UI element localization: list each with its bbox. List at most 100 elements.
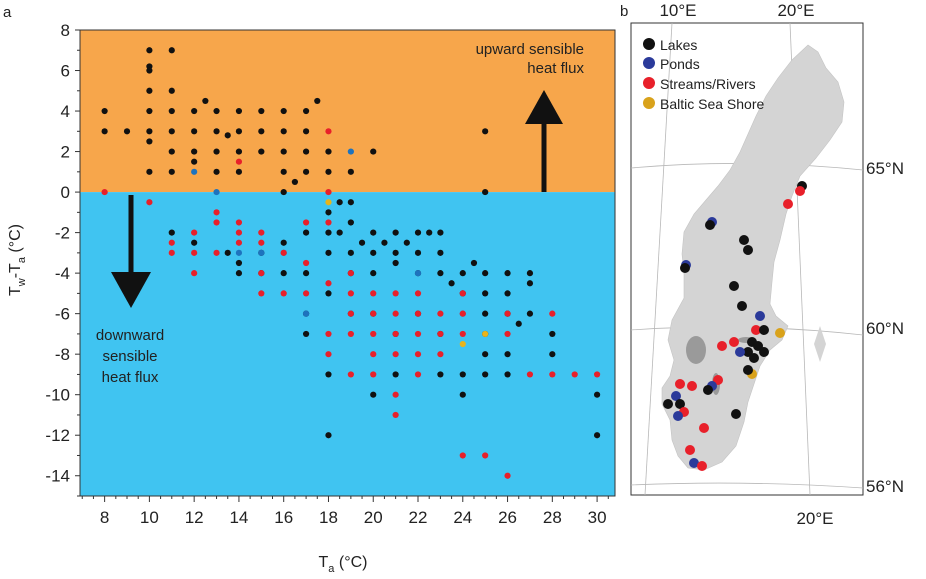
point-lakes: [280, 107, 287, 115]
point-streams-rivers: [213, 219, 220, 226]
x-tick-label: 8: [100, 508, 109, 527]
point-lakes: [213, 128, 220, 135]
point-streams-rivers: [370, 351, 377, 358]
point-lakes: [392, 371, 399, 378]
legend-lakes-label: Lakes: [660, 37, 697, 53]
point-lakes: [213, 107, 220, 115]
point-lakes: [347, 199, 354, 206]
point-lakes: [168, 148, 175, 155]
point-streams-rivers: [347, 371, 354, 378]
site-stream: [697, 461, 707, 471]
site-lake: [759, 325, 769, 335]
point-lakes: [146, 107, 153, 115]
point-lakes: [258, 107, 265, 115]
site-stream: [675, 379, 685, 389]
point-streams-rivers: [191, 229, 198, 236]
point-streams-rivers: [302, 219, 310, 226]
point-lakes: [392, 259, 399, 267]
point-lakes: [168, 128, 175, 135]
point-streams-rivers: [235, 229, 243, 236]
site-lake: [663, 399, 673, 409]
point-lakes: [191, 158, 198, 165]
y-tick-label: -14: [45, 467, 70, 486]
map-legend: Lakes Ponds Streams/Rivers Baltic Sea Sh…: [643, 37, 764, 112]
point-ponds: [191, 168, 198, 175]
point-lakes: [526, 280, 534, 287]
point-lakes: [258, 128, 265, 135]
point-lakes: [280, 168, 287, 175]
point-streams-rivers: [347, 290, 354, 297]
x-tick-label: 30: [588, 508, 607, 527]
x-label-unit: (°C): [334, 554, 367, 571]
point-lakes: [515, 320, 522, 327]
upward-arrow-icon: [525, 90, 563, 192]
point-streams-rivers: [370, 290, 377, 297]
point-lakes: [504, 371, 511, 378]
point-streams-rivers: [347, 330, 354, 338]
x-tick-label: 14: [229, 508, 248, 527]
point-lakes: [482, 270, 489, 277]
point-lakes: [258, 148, 265, 155]
point-lakes: [168, 229, 175, 236]
point-lakes: [437, 249, 444, 256]
point-streams-rivers: [459, 330, 466, 338]
point-lakes: [448, 280, 455, 287]
point-lakes: [482, 290, 489, 297]
gotland-island: [814, 326, 826, 362]
point-lakes: [280, 239, 287, 246]
legend-ponds-marker: [643, 57, 655, 69]
point-lakes: [504, 290, 511, 297]
point-streams-rivers: [235, 219, 243, 226]
legend-ponds-label: Ponds: [660, 56, 700, 72]
point-lakes: [280, 128, 287, 135]
x-label-main: T: [319, 554, 329, 571]
point-streams-rivers: [392, 290, 399, 297]
point-ponds: [213, 188, 220, 196]
point-lakes: [504, 351, 511, 358]
x-tick-label: 18: [319, 508, 338, 527]
point-lakes: [302, 229, 310, 236]
point-lakes: [202, 97, 209, 105]
x-label-sub: a: [328, 563, 335, 575]
site-lake: [749, 353, 759, 363]
site-lake: [675, 399, 685, 409]
point-streams-rivers: [280, 249, 287, 256]
y-tick-label: 0: [61, 183, 70, 202]
point-lakes: [403, 239, 410, 246]
point-ponds: [414, 270, 422, 277]
point-baltic-sea-shore: [482, 330, 489, 338]
point-lakes: [414, 249, 422, 256]
point-streams-rivers: [414, 371, 422, 378]
point-lakes: [291, 178, 298, 186]
point-streams-rivers: [370, 310, 377, 317]
point-lakes: [191, 107, 198, 115]
point-lakes: [593, 432, 601, 439]
point-lakes: [549, 330, 556, 338]
point-streams-rivers: [414, 351, 422, 358]
point-baltic-sea-shore: [325, 199, 332, 206]
point-lakes: [235, 270, 243, 277]
point-streams-rivers: [347, 310, 354, 317]
point-streams-rivers: [482, 452, 489, 459]
point-lakes: [168, 47, 175, 54]
x-tick-label: 26: [498, 508, 517, 527]
point-streams-rivers: [258, 239, 265, 246]
point-lakes: [325, 249, 332, 256]
site-pond: [689, 458, 699, 468]
point-streams-rivers: [191, 270, 198, 277]
point-streams-rivers: [213, 249, 220, 256]
y-tick-label: 4: [61, 102, 70, 121]
point-streams-rivers: [571, 371, 578, 378]
point-streams-rivers: [347, 270, 354, 277]
point-lakes: [235, 107, 243, 115]
point-lakes: [370, 229, 377, 236]
point-lakes: [235, 168, 243, 175]
x-tick-label: 20: [364, 508, 383, 527]
point-lakes: [314, 97, 321, 105]
point-streams-rivers: [459, 452, 466, 459]
point-lakes: [593, 391, 601, 398]
point-streams-rivers: [459, 290, 466, 297]
legend-streams-marker: [643, 77, 655, 89]
latitude-label-56n: 56°N: [866, 477, 904, 496]
